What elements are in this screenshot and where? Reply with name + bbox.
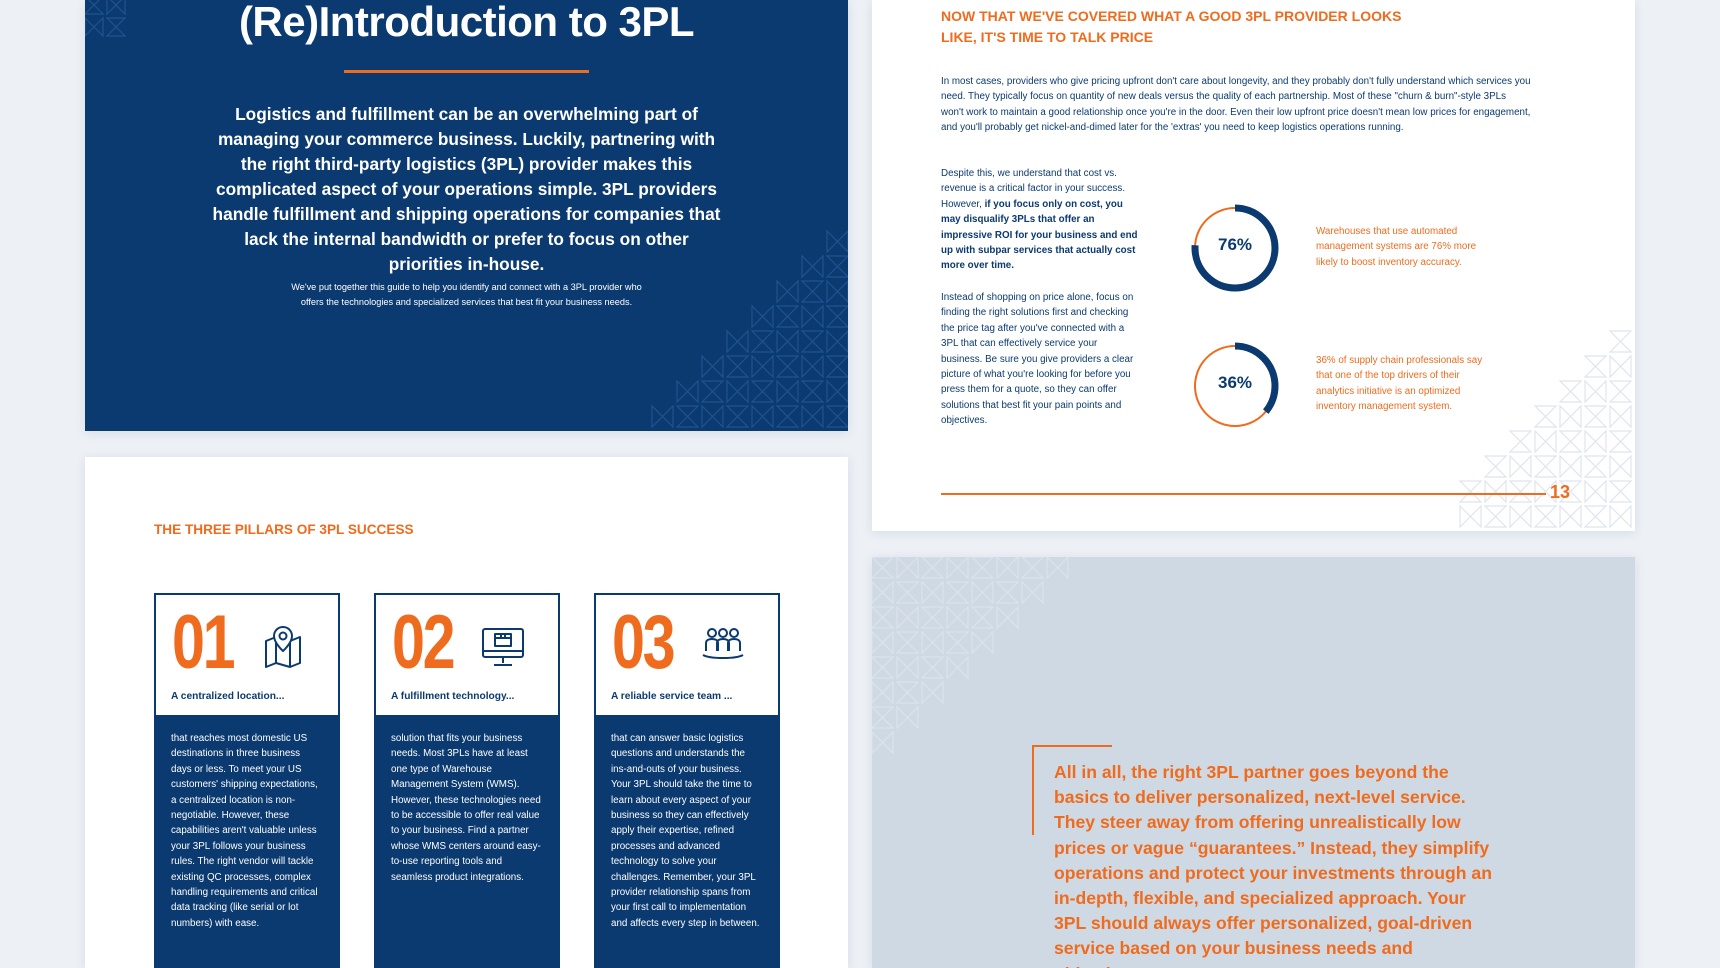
pillar-card: 03 A reliable service team ... that can … (594, 593, 780, 968)
donut-value-arc (1191, 342, 1279, 430)
pillar-number: 02 (392, 600, 456, 685)
price-panel: NOW THAT WE'VE COVERED WHAT A GOOD 3PL P… (872, 0, 1635, 531)
stat-caption: 36% of supply chain professionals say th… (1316, 355, 1483, 413)
footer-rule (941, 493, 1546, 495)
triangle-pattern-decoration (1458, 330, 1633, 529)
pillar-card-header (156, 595, 338, 715)
title-underline (344, 70, 589, 73)
quote-bracket (1032, 745, 1034, 835)
price-paragraph-3: Instead of shopping on price alone, focu… (941, 292, 1134, 427)
pillar-card: 01 A centralized location... that reache… (154, 593, 340, 968)
map-pin-icon (265, 626, 301, 668)
triangle-pattern-decoration (872, 557, 1069, 755)
pillar-card-header (596, 595, 778, 715)
conclusion-panel: All in all, the right 3PL partner goes b… (872, 557, 1635, 968)
price-paragraph-1: In most cases, providers who give pricin… (941, 76, 1531, 134)
donut-chart-76: 76% (1189, 202, 1281, 294)
donut-chart-36: 36% (1189, 340, 1281, 432)
donut-ring (1191, 204, 1279, 292)
pillar-subtitle: A reliable service team ... (611, 691, 733, 702)
page-title: (Re)Introduction to 3PL (238, 0, 695, 45)
pillar-card: 02 A fulfillment technology... solution … (374, 593, 560, 968)
pillar-body: that reaches most domestic US destinatio… (171, 733, 318, 929)
pillar-card-header (376, 595, 558, 715)
pillars-panel: THE THREE PILLARS OF 3PL SUCCESS 01 A ce… (85, 457, 848, 968)
conclusion-quote: All in all, the right 3PL partner goes b… (1054, 762, 1492, 968)
triangle-pattern-decoration (85, 0, 848, 429)
price-paragraph-2-emphasis: if you focus only on cost, you may disqu… (941, 198, 1138, 272)
monitor-box-icon (482, 628, 524, 666)
donut-value-label: 36% (1217, 373, 1253, 392)
pillar-number: 03 (612, 600, 676, 685)
pillar-subtitle: A fulfillment technology... (391, 691, 515, 702)
pillars-heading: THE THREE PILLARS OF 3PL SUCCESS (154, 522, 414, 537)
intro-lead-paragraph: Logistics and fulfillment can be an over… (212, 104, 721, 274)
intro-note: We've put together this guide to help yo… (291, 282, 642, 307)
donut-value-arc (1191, 204, 1279, 292)
stat-caption: Warehouses that use automated management… (1316, 226, 1477, 268)
pillar-body: that can answer basic logistics question… (611, 733, 760, 929)
price-heading: NOW THAT WE'VE COVERED WHAT A GOOD 3PL P… (941, 8, 1402, 45)
page-number: 13 (1550, 482, 1571, 502)
intro-panel: (Re)Introduction to 3PL Logistics and fu… (85, 0, 848, 431)
quote-bracket-top (1032, 745, 1112, 747)
price-paragraph-2-text: Despite this, we understand that cost vs… (941, 168, 1126, 210)
donut-ring (1191, 342, 1279, 430)
pillar-number: 01 (172, 600, 236, 685)
team-icon (702, 628, 744, 659)
pillar-subtitle: A centralized location... (171, 691, 285, 702)
donut-value-label: 76% (1217, 235, 1253, 254)
pillar-body: solution that fits your business needs. … (391, 733, 541, 883)
price-paragraph-2: Despite this, we understand that cost vs… (941, 166, 1141, 274)
